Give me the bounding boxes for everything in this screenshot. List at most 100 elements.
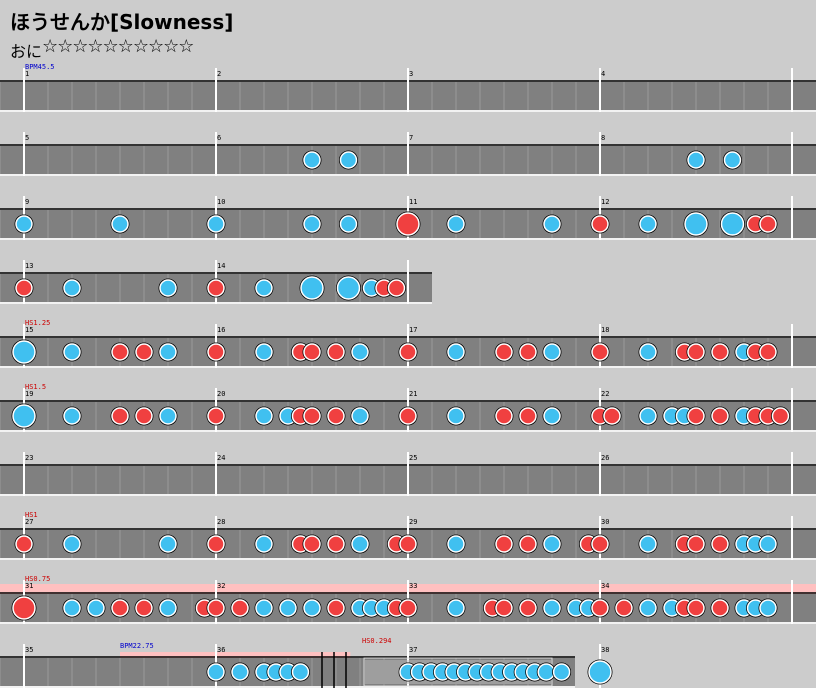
don-note [327, 599, 345, 617]
measure-number: 20 [217, 390, 225, 398]
don-note [135, 407, 153, 425]
measure-number: 26 [601, 454, 609, 462]
measure-number: 29 [409, 518, 417, 526]
ka-note [255, 407, 273, 425]
don-note [687, 535, 705, 553]
ka-note [351, 343, 369, 361]
ka-note [447, 407, 465, 425]
don-note [711, 535, 729, 553]
ka-note [207, 663, 225, 681]
don-note [711, 599, 729, 617]
course-label: おに [10, 42, 43, 61]
don-note [591, 599, 609, 617]
don-note [687, 343, 705, 361]
don-note [399, 343, 417, 361]
measure-number: 22 [601, 390, 609, 398]
don-note [303, 343, 321, 361]
don-note [111, 599, 129, 617]
ka-note [291, 663, 310, 681]
ka-note [63, 343, 81, 361]
ka-note [684, 212, 708, 236]
measure-number: 30 [601, 518, 609, 526]
measure-number: 17 [409, 326, 417, 334]
measure-number: 6 [217, 134, 221, 142]
measure-number: 16 [217, 326, 225, 334]
ka-note [63, 599, 81, 617]
don-note [207, 343, 225, 361]
ka-note [447, 599, 465, 617]
ka-note [63, 535, 81, 553]
ka-note [159, 279, 177, 297]
ka-note [447, 343, 465, 361]
ka-note [87, 599, 105, 617]
ka-note [759, 599, 777, 617]
don-note [771, 407, 790, 425]
don-note [591, 343, 609, 361]
measure-number: 25 [409, 454, 417, 462]
ka-note [543, 407, 561, 425]
don-note [207, 279, 225, 297]
ka-note [159, 343, 177, 361]
measure-number: 33 [409, 582, 417, 590]
ka-note [159, 407, 177, 425]
measure-number: 2 [217, 70, 221, 78]
ka-note [159, 599, 177, 617]
ka-note [12, 340, 36, 364]
measure-number: 34 [601, 582, 609, 590]
don-note [519, 535, 537, 553]
ka-note [15, 215, 33, 233]
hs-label: HS1.25 [25, 319, 50, 327]
ka-note [255, 535, 273, 553]
measure-number: 14 [217, 262, 225, 270]
measure-number: 3 [409, 70, 413, 78]
measure-number: 28 [217, 518, 225, 526]
don-note [387, 279, 406, 297]
don-note [135, 343, 153, 361]
measure-number: 21 [409, 390, 417, 398]
don-note [687, 407, 705, 425]
ka-note [303, 599, 321, 617]
don-note [591, 535, 609, 553]
hs-label: HS0.75 [25, 575, 50, 583]
ka-note [639, 599, 657, 617]
don-note [327, 407, 345, 425]
measure-number: 13 [25, 262, 33, 270]
ka-note [336, 276, 361, 300]
don-note [399, 535, 417, 553]
ka-note [552, 663, 571, 681]
don-note [303, 535, 321, 553]
ka-note [447, 535, 465, 553]
don-note [396, 212, 420, 236]
measure-number: 9 [25, 198, 29, 206]
don-note [495, 599, 513, 617]
measure-number: 7 [409, 134, 413, 142]
don-note [711, 407, 729, 425]
don-note [495, 407, 513, 425]
don-note [759, 343, 777, 361]
measure-number: 10 [217, 198, 225, 206]
don-note [135, 599, 153, 617]
bpm-label: BPM22.75 [120, 642, 154, 650]
ka-note [303, 215, 321, 233]
don-note [495, 343, 513, 361]
ka-note [588, 660, 612, 684]
don-note [519, 343, 537, 361]
don-note [399, 599, 417, 617]
don-note [207, 599, 225, 617]
measure-number: 31 [25, 582, 33, 590]
measure-number: 18 [601, 326, 609, 334]
ka-note [543, 215, 561, 233]
don-note [207, 535, 225, 553]
don-note [495, 535, 513, 553]
hs-label: HS1 [25, 511, 38, 519]
ka-note [720, 212, 745, 236]
ka-note [63, 407, 81, 425]
measure-number: 38 [601, 646, 609, 654]
ka-note [351, 407, 369, 425]
don-note [519, 599, 537, 617]
measure-number: 12 [601, 198, 609, 206]
song-title: ほうせんか[Slowness] [10, 10, 234, 34]
measure-number: 1 [25, 70, 29, 78]
don-note [711, 343, 729, 361]
